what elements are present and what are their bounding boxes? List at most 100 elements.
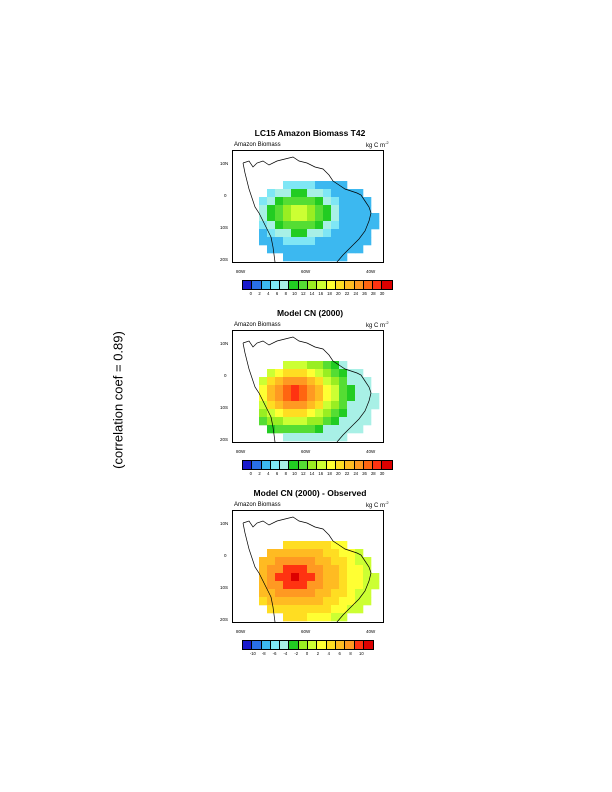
field-cell: [307, 377, 316, 386]
field-cell: [259, 597, 268, 606]
colorbar-tick-label: 10: [292, 291, 297, 296]
field-cell: [315, 197, 324, 206]
panel-unit-label: kg C m-2: [366, 320, 389, 329]
field-cell: [267, 377, 276, 386]
field-cell: [331, 557, 340, 566]
field-cell: [347, 245, 356, 254]
field-cell: [283, 237, 292, 246]
field-cell: [355, 409, 364, 418]
lat-label: 20S: [220, 617, 229, 622]
field-cell: [339, 433, 348, 442]
field-cell: [331, 361, 340, 370]
panel-unit-label: kg C m-2: [366, 500, 389, 509]
field-cell: [291, 213, 300, 222]
field-cell: [259, 401, 268, 410]
field-cell: [331, 425, 340, 434]
field-cell: [355, 197, 364, 206]
colorbar: [242, 640, 375, 650]
colorbar-tick-label: 30: [379, 471, 385, 476]
colorbar-swatch: [373, 461, 383, 469]
field-cell: [259, 213, 268, 222]
field-cell: [259, 237, 268, 246]
colorbar-swatch: [335, 461, 346, 469]
field-cell: [267, 237, 276, 246]
field-cell: [347, 189, 356, 198]
field-cell: [331, 597, 340, 606]
field-cell: [267, 205, 276, 214]
field-cell: [315, 205, 324, 214]
field-cell: [355, 417, 364, 426]
field-cell: [291, 417, 300, 426]
field-cell: [259, 197, 268, 206]
field-cell: [267, 573, 276, 582]
field-cell: [299, 253, 308, 262]
colorbar-swatch: [308, 461, 318, 469]
colorbar-tick-label: 28: [370, 291, 376, 296]
colorbar-tick-label: 14: [309, 291, 315, 296]
panel-left-label: Amazon Biomass: [234, 502, 281, 508]
field-cell: [275, 205, 284, 214]
field-cell: [307, 237, 316, 246]
field-cell: [339, 597, 348, 606]
field-cell: [355, 565, 364, 574]
map-svg: [242, 156, 380, 262]
field-cell: [363, 565, 372, 574]
field-cell: [307, 197, 316, 206]
field-cell: [331, 433, 340, 442]
field-cell: [283, 581, 292, 590]
field-cell: [363, 573, 372, 582]
field-cell: [347, 393, 356, 402]
field-cell: [291, 573, 300, 582]
field-cell: [355, 597, 364, 606]
field-cell: [323, 213, 332, 222]
colorbar-tick-label: 8: [349, 651, 352, 656]
colorbar-swatch: [289, 461, 299, 469]
panel-title: Model CN (2000): [276, 308, 344, 318]
field-cell: [307, 189, 316, 198]
colorbar-tick-label: 24: [353, 291, 359, 296]
field-cell: [363, 205, 372, 214]
colorbar-swatch: [270, 461, 281, 469]
field-cell: [307, 549, 316, 558]
field-cell: [267, 417, 276, 426]
map-frame: [232, 330, 384, 443]
colorbar-swatch: [363, 461, 374, 469]
lat-label: 10S: [220, 225, 229, 230]
field-cell: [315, 589, 324, 598]
colorbar-swatch: [326, 461, 336, 469]
field-cell: [323, 205, 332, 214]
field-cell: [307, 213, 316, 222]
field-cell: [299, 417, 308, 426]
field-cell: [299, 197, 308, 206]
field-cell: [299, 245, 308, 254]
colorbar-tick-label: -10: [249, 651, 256, 656]
field-cell: [291, 189, 300, 198]
field-cell: [275, 565, 284, 574]
field-cell: [371, 581, 380, 590]
field-cell: [331, 549, 340, 558]
colorbar-swatch: [354, 461, 364, 469]
field-cell: [339, 377, 348, 386]
lat-label: 20S: [220, 257, 229, 262]
lon-label: 40W: [366, 629, 376, 634]
field-cell: [331, 417, 340, 426]
colorbar-swatch: [243, 461, 253, 469]
colorbar-tick-label: 12: [300, 291, 306, 296]
colorbar-swatch: [270, 641, 281, 649]
field-cell: [291, 245, 300, 254]
colorbar-tick-label: 8: [284, 291, 287, 296]
field-cell: [307, 573, 316, 582]
field-cell: [331, 205, 340, 214]
field-cell: [331, 581, 340, 590]
field-cell: [307, 613, 316, 622]
colorbar-tick-label: 20: [335, 291, 341, 296]
field-cell: [299, 229, 308, 238]
field-cell: [339, 541, 348, 550]
field-cell: [307, 409, 316, 418]
field-cell: [347, 377, 356, 386]
field-cell: [323, 221, 332, 230]
field-cell: [323, 401, 332, 410]
field-cell: [355, 245, 364, 254]
field-cell: [291, 253, 300, 262]
colorbar-swatch: [345, 641, 355, 649]
